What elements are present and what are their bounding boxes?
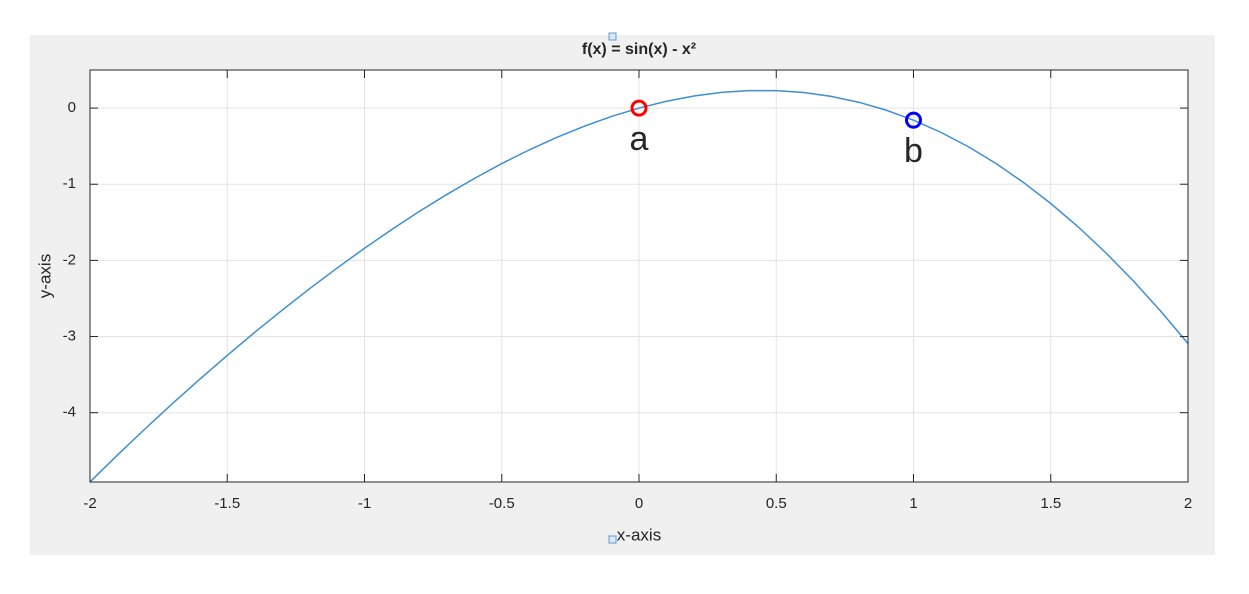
x-tick-label: -2	[83, 495, 96, 512]
y-axis-label: y-axis	[35, 254, 54, 298]
x-tick-label: 1	[909, 495, 917, 512]
y-tick-label: -3	[63, 328, 76, 345]
x-tick-label: 1.5	[1040, 495, 1061, 512]
line-series	[89, 89, 1189, 483]
edit-handle	[608, 32, 617, 41]
edit-handle	[608, 535, 617, 544]
y-tick-label: -4	[63, 404, 76, 421]
plot	[89, 89, 1189, 483]
x-tick-label: 0	[635, 495, 643, 512]
x-tick-label: 2	[1184, 495, 1192, 512]
grid	[89, 70, 1189, 482]
point-label: b	[904, 132, 923, 170]
x-axis-label: x-axis	[617, 525, 661, 544]
point-label: a	[630, 120, 649, 158]
x-tick-label: -0.5	[489, 495, 515, 512]
x-tick-label: -1	[358, 495, 371, 512]
chart-title: f(x) = sin(x) - x²	[582, 41, 696, 58]
point-marker	[630, 99, 648, 117]
y-tick-label: -2	[63, 251, 76, 268]
x-tick-label: -1.5	[214, 495, 240, 512]
x-tick-label: 0.5	[766, 495, 787, 512]
y-tick-label: 0	[68, 99, 76, 116]
point-marker	[905, 111, 922, 129]
y-tick-label: -1	[63, 175, 76, 192]
